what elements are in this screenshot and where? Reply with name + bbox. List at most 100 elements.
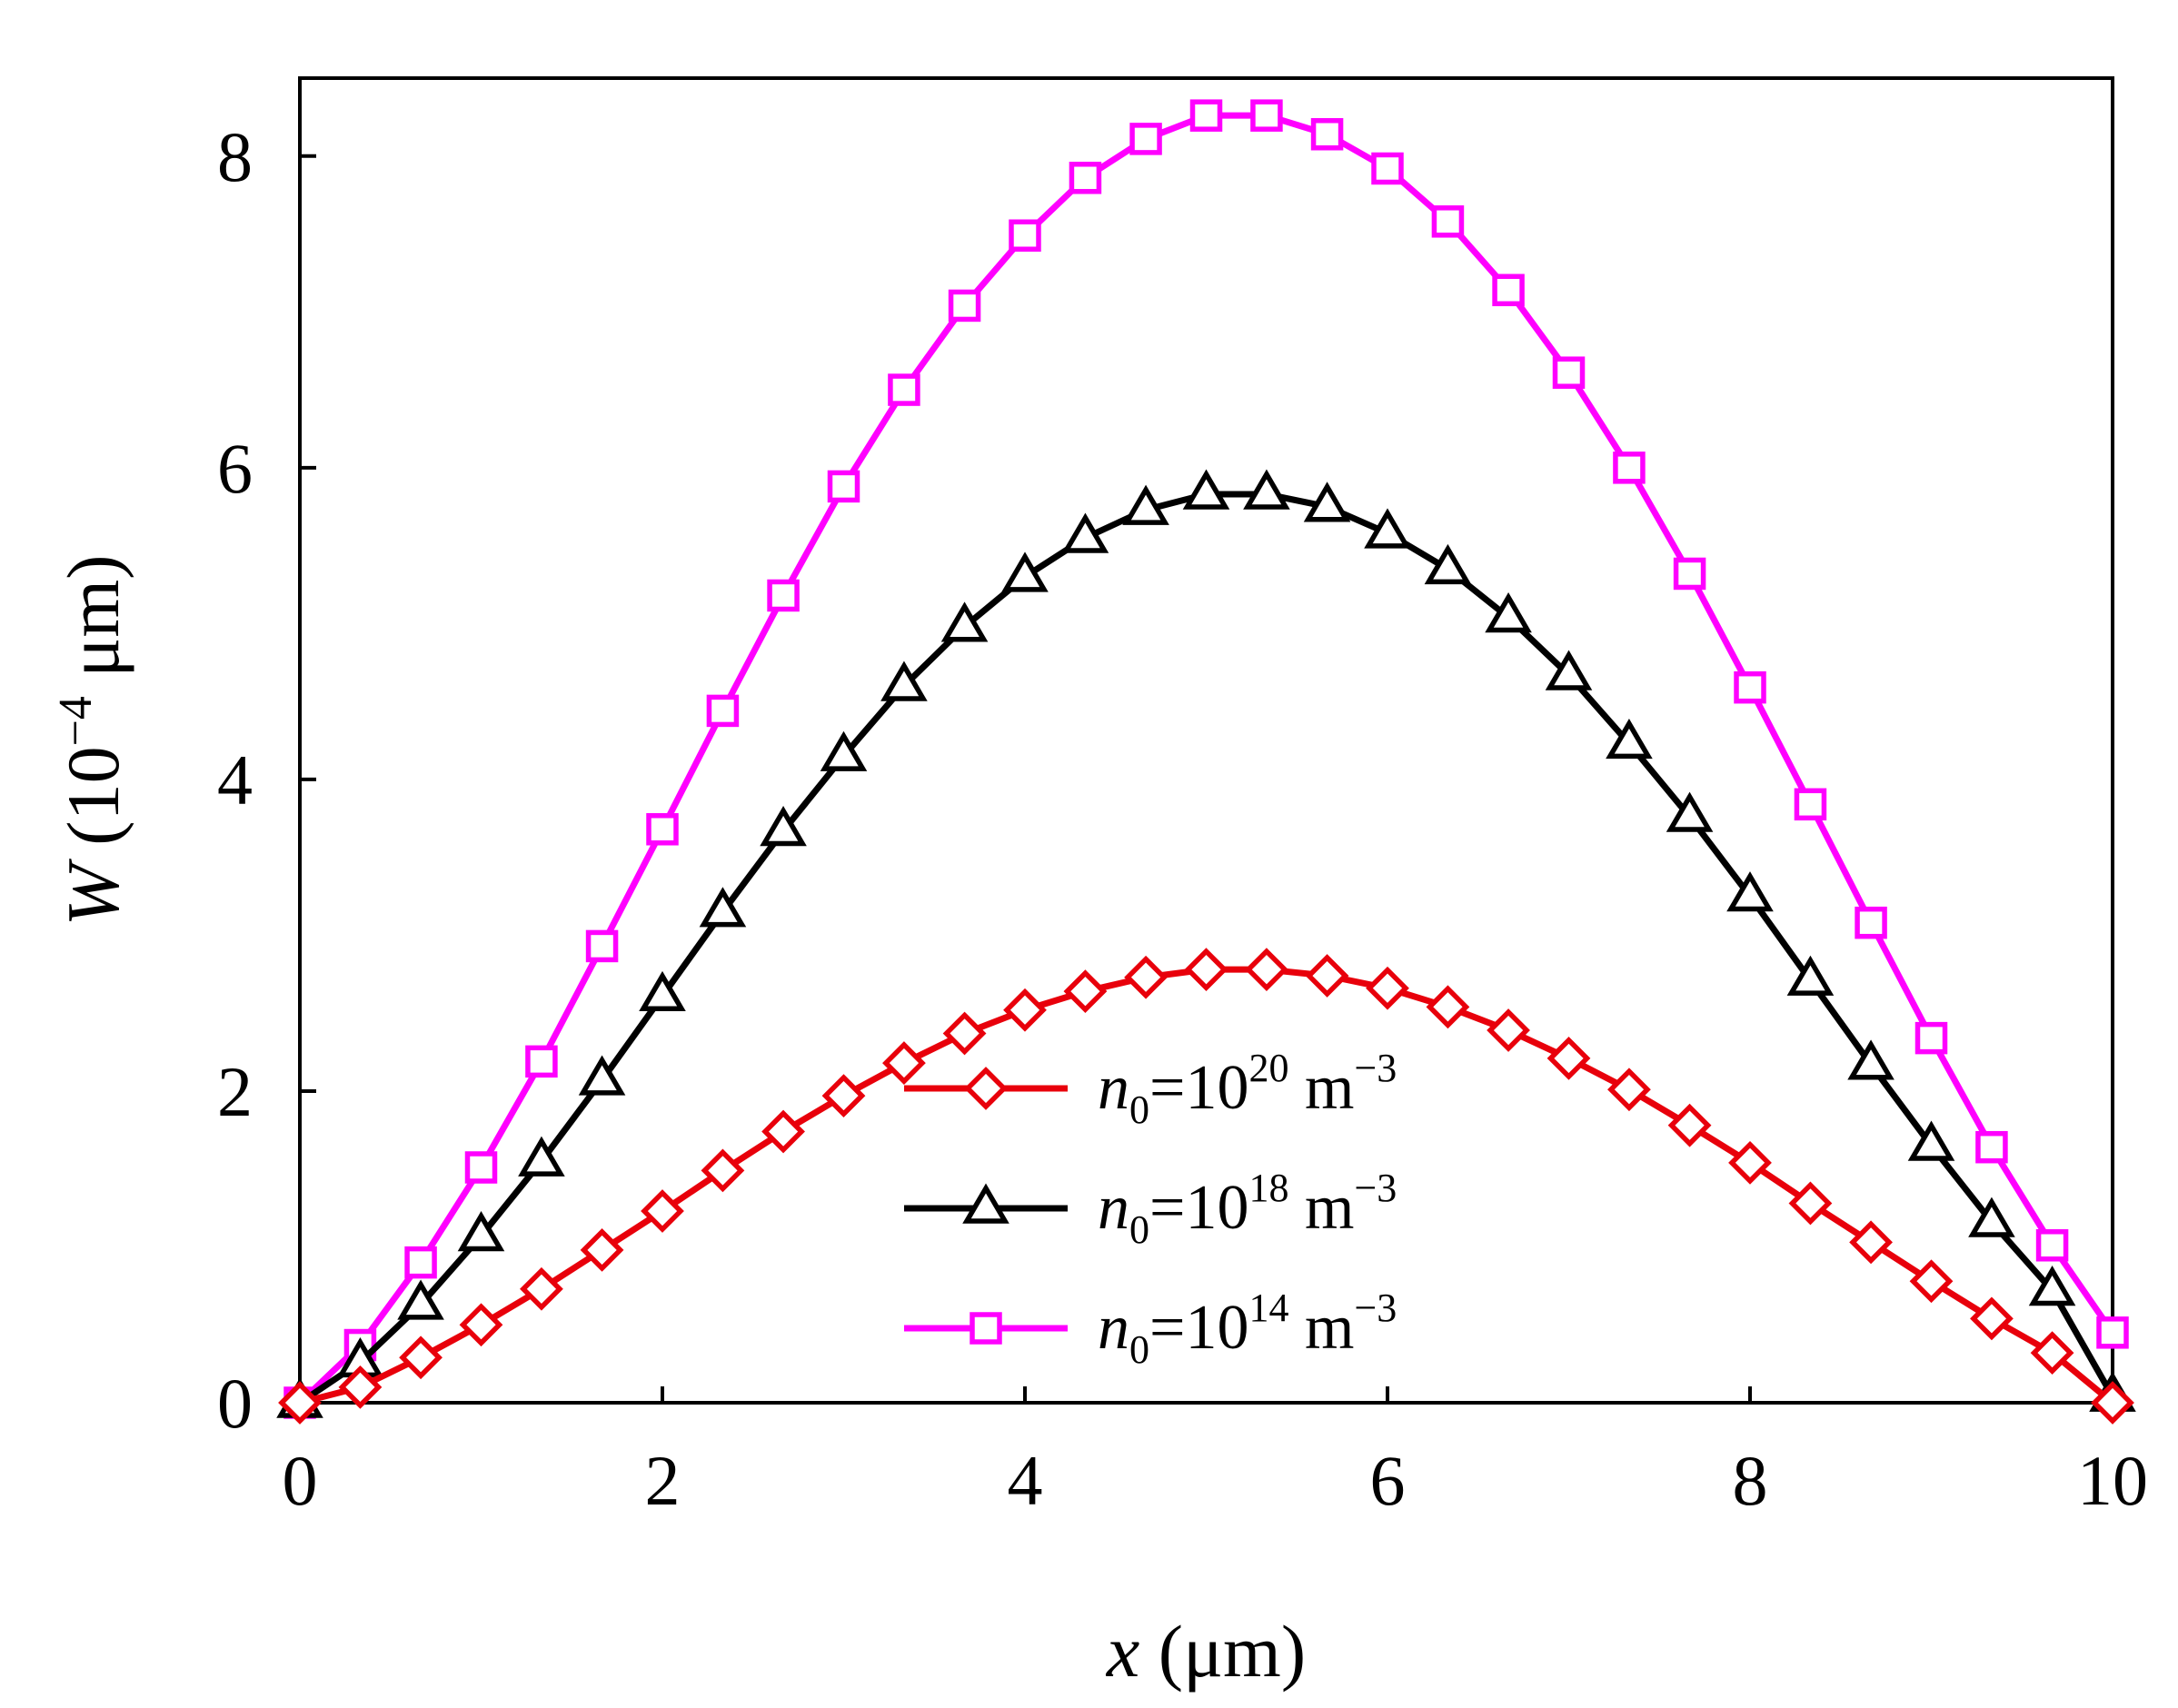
data-point-triangle — [880, 660, 928, 701]
data-point-triangle — [760, 806, 807, 847]
data-point-square — [1250, 99, 1283, 132]
series-diamond — [278, 948, 2134, 1425]
legend-label-unit: m — [1288, 1053, 1354, 1123]
data-point-triangle — [578, 1055, 626, 1096]
data-point-diamond — [1426, 985, 1470, 1029]
legend-label: n0=1018 m−3 — [1098, 1166, 1397, 1252]
legend-item: n0=1020 m−3 — [904, 1046, 1397, 1132]
data-point-diamond — [761, 1109, 805, 1154]
data-point-square — [888, 373, 920, 406]
data-point-diamond — [1124, 955, 1168, 999]
y-tick-label: 2 — [217, 1052, 253, 1131]
data-point-diamond — [1245, 948, 1288, 992]
legend-label-var: n — [1098, 1173, 1129, 1243]
data-point-square — [1552, 356, 1586, 389]
data-point-triangle — [1061, 512, 1109, 553]
legend-marker-triangle — [962, 1183, 1009, 1224]
data-point-triangle — [1424, 543, 1472, 585]
data-point-triangle — [1545, 650, 1593, 690]
data-point-square — [1613, 452, 1646, 484]
data-point-square — [404, 1246, 437, 1279]
series-square — [283, 99, 2129, 1419]
data-point-square — [1492, 273, 1525, 307]
data-point-square — [1673, 557, 1706, 591]
data-point-diamond — [1305, 954, 1349, 998]
data-point-triangle — [1847, 1039, 1895, 1080]
x-axis-title: x (μm) — [1106, 1610, 1306, 1693]
data-point-triangle — [1485, 592, 1532, 633]
data-point-triangle — [639, 970, 686, 1012]
data-point-square — [948, 289, 981, 323]
y-tick-label: 8 — [217, 117, 253, 196]
data-point-square — [1310, 118, 1344, 151]
data-point-diamond — [882, 1041, 926, 1085]
data-point-triangle — [1122, 484, 1169, 525]
data-point-square — [1431, 205, 1465, 238]
y-axis-pre: (10 — [52, 746, 134, 864]
data-point-diamond — [942, 1011, 987, 1056]
x-tick-label: 2 — [645, 1441, 681, 1520]
legend-label-sup: 18 — [1248, 1166, 1288, 1210]
data-point-square — [1371, 152, 1404, 185]
data-point-diamond — [641, 1189, 684, 1233]
legend-label-sup: 14 — [1248, 1286, 1288, 1330]
legend: n0=1020 m−3n0=1018 m−3n0=1014 m−3 — [904, 1046, 1397, 1372]
data-point-triangle — [1303, 482, 1351, 522]
legend-label-unit-sup: −3 — [1354, 1286, 1397, 1330]
data-point-triangle — [1001, 551, 1049, 592]
data-point-diamond — [459, 1303, 503, 1347]
legend-label-unit: m — [1288, 1293, 1354, 1363]
data-point-diamond — [1788, 1181, 1833, 1226]
data-point-diamond — [1184, 948, 1228, 992]
y-axis-exp: −4 — [50, 696, 102, 746]
data-point-square — [646, 813, 679, 846]
data-point-square — [1855, 906, 1887, 939]
legend-label-unit-sup: −3 — [1354, 1046, 1397, 1090]
data-point-diamond — [1003, 988, 1047, 1032]
data-point-diamond — [1970, 1296, 2014, 1341]
data-point-diamond — [701, 1148, 745, 1193]
data-point-triangle — [457, 1211, 505, 1252]
data-point-diamond — [1849, 1220, 1893, 1265]
data-point-diamond — [1487, 1008, 1530, 1052]
data-point-square — [1734, 670, 1766, 704]
y-tick-label: 6 — [217, 429, 253, 508]
data-point-triangle — [1243, 469, 1290, 510]
data-point-diamond — [1366, 966, 1409, 1010]
data-point-diamond — [2030, 1331, 2074, 1375]
data-point-diamond — [1546, 1037, 1591, 1080]
data-point-square — [585, 929, 619, 963]
data-point-square — [1009, 219, 1041, 252]
data-point-triangle — [1726, 871, 1774, 912]
y-axis-var: W — [52, 859, 134, 927]
legend-label-sub: 0 — [1129, 1327, 1149, 1372]
data-point-triangle — [699, 887, 747, 928]
data-point-triangle — [1182, 469, 1230, 510]
axis-ticks: 0 2 4 6 8 10 0 2 4 6 8 — [217, 117, 2148, 1520]
data-point-diamond — [821, 1074, 866, 1117]
plot-area-frame — [298, 76, 2114, 1405]
legend-label-sub: 0 — [1129, 1087, 1149, 1132]
legend-label-sup: 20 — [1248, 1046, 1288, 1090]
data-point-square — [525, 1045, 558, 1078]
legend-label-unit-sup: −3 — [1354, 1166, 1397, 1210]
data-point-diamond — [278, 1381, 322, 1425]
data-point-triangle — [518, 1136, 565, 1177]
legend-label: n0=1020 m−3 — [1098, 1046, 1397, 1132]
data-point-square — [827, 470, 860, 503]
data-point-square — [1189, 99, 1223, 132]
x-tick-label: 6 — [1370, 1441, 1406, 1520]
legend-marker-diamond — [964, 1067, 1008, 1110]
data-point-triangle — [820, 730, 868, 771]
y-tick-label: 0 — [217, 1364, 253, 1443]
legend-item: n0=1018 m−3 — [904, 1166, 1397, 1252]
x-axis-var: x — [1106, 1610, 1139, 1693]
data-point-triangle — [1907, 1120, 1955, 1161]
data-point-square — [464, 1151, 498, 1184]
data-point-triangle — [1606, 718, 1653, 760]
data-point-triangle — [2028, 1266, 2076, 1306]
data-point-diamond — [399, 1336, 443, 1380]
data-point-triangle — [1364, 508, 1411, 549]
